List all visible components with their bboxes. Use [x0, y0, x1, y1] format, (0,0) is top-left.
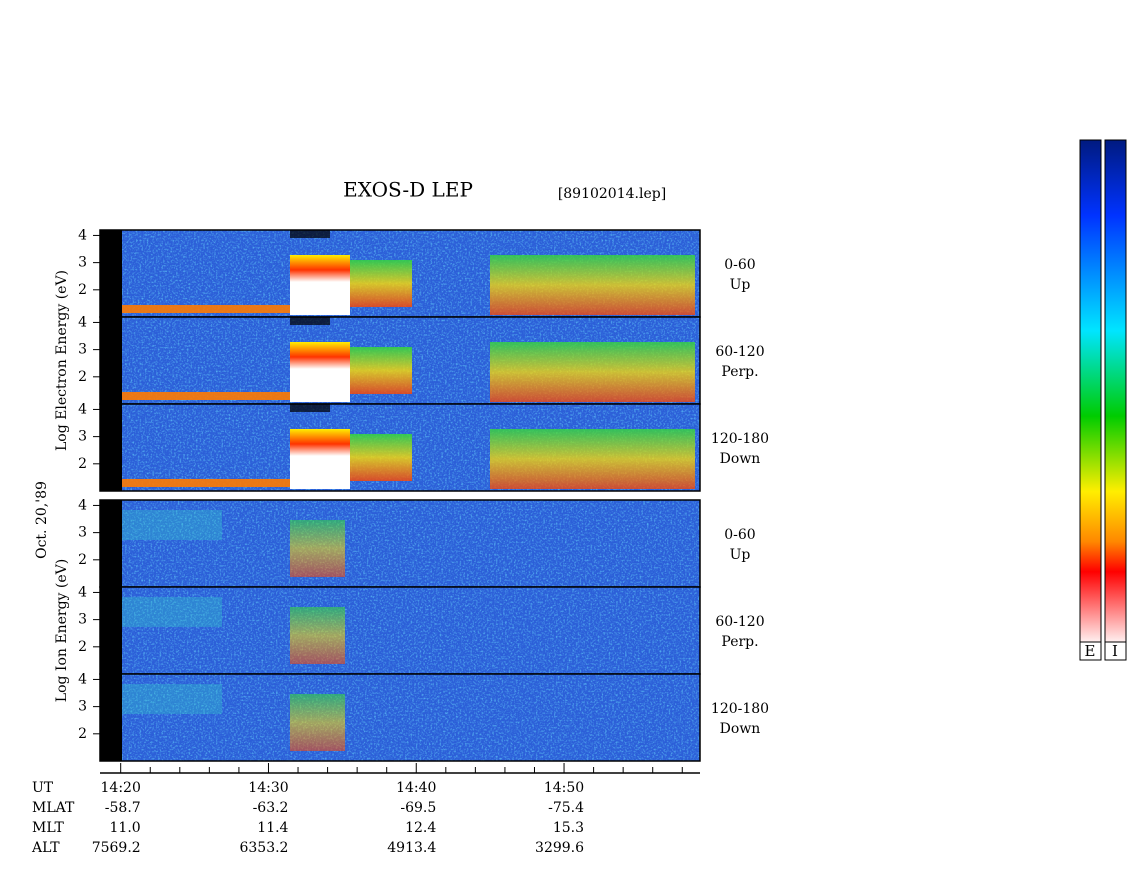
x-tick-label: 14:40: [396, 780, 436, 796]
y-tick-label: 2: [78, 552, 87, 568]
date-label: Oct. 20,'89: [34, 481, 50, 559]
y-tick-label: 4: [78, 497, 87, 513]
colorbar-label: I: [1112, 642, 1118, 660]
heat-region: [290, 230, 330, 238]
y-axis-label: Log Ion Energy (eV): [54, 559, 70, 702]
panel-texture: [100, 587, 700, 674]
colorbar: [1104, 139, 1127, 643]
data-gap: [100, 317, 122, 404]
y-tick-label: 2: [78, 726, 87, 742]
direction-label: Up: [730, 547, 751, 563]
heat-region: [122, 510, 222, 540]
heat-region: [290, 429, 350, 489]
heat-region: [350, 347, 412, 394]
heat-region: [122, 392, 290, 400]
y-tick-label: 2: [78, 369, 87, 385]
x-tick-label: 14:20: [101, 780, 141, 796]
colorbar: [1079, 139, 1102, 643]
x-tick-label: 14:30: [248, 780, 288, 796]
y-tick-label: 2: [78, 282, 87, 298]
ephemeris-value: 12.4: [405, 820, 436, 836]
heat-region: [122, 305, 290, 313]
ephemeris-value: 4913.4: [387, 840, 436, 856]
direction-label: Perp.: [721, 634, 758, 650]
heat-region: [490, 429, 695, 489]
y-tick-label: 4: [78, 584, 87, 600]
data-gap: [100, 500, 122, 587]
ephemeris-value: -58.7: [105, 800, 141, 816]
heat-region: [290, 404, 330, 412]
ephemeris-name: UT: [32, 780, 54, 796]
file-name: [89102014.lep]: [558, 186, 666, 202]
y-tick-label: 2: [78, 639, 87, 655]
panel-texture: [100, 674, 700, 761]
heat-region: [490, 342, 695, 402]
ephemeris-value: -69.5: [400, 800, 436, 816]
y-tick-label: 4: [78, 314, 87, 330]
data-gap: [100, 674, 122, 761]
ephemeris-value: 7569.2: [92, 840, 141, 856]
x-tick-label: 14:50: [544, 780, 584, 796]
chart-title: EXOS-D LEP: [343, 178, 473, 202]
direction-label: Down: [720, 451, 761, 467]
ephemeris-name: MLT: [32, 820, 64, 836]
ephemeris-value: 3299.6: [535, 840, 584, 856]
ephemeris-value: -63.2: [253, 800, 289, 816]
ephemeris-value: 15.3: [553, 820, 584, 836]
y-tick-label: 2: [78, 456, 87, 472]
colorbar-label: E: [1085, 642, 1096, 660]
data-gap: [100, 404, 122, 491]
heat-region: [290, 520, 345, 577]
angle-label: 120-180: [711, 431, 769, 447]
panel-frame: [99, 673, 701, 762]
ephemeris-value: -75.4: [548, 800, 584, 816]
direction-label: Down: [720, 721, 761, 737]
heat-region: [290, 694, 345, 751]
y-tick-label: 3: [78, 699, 87, 715]
y-tick-label: 3: [78, 612, 87, 628]
heat-region: [290, 255, 350, 315]
ephemeris-name: ALT: [31, 840, 60, 856]
angle-label: 120-180: [711, 701, 769, 717]
ephemeris-name: MLAT: [32, 800, 75, 816]
angle-label: 0-60: [724, 527, 755, 543]
y-tick-label: 4: [78, 227, 87, 243]
angle-label: 60-120: [715, 614, 764, 630]
heat-region: [122, 597, 222, 627]
direction-label: Up: [730, 277, 751, 293]
y-tick-label: 3: [78, 525, 87, 541]
y-tick-label: 4: [78, 401, 87, 417]
data-gap: [100, 230, 122, 317]
colorbar-label-box: [1079, 641, 1102, 661]
direction-label: Perp.: [721, 364, 758, 380]
heat-region: [350, 434, 412, 481]
y-tick-label: 3: [78, 342, 87, 358]
heat-region: [122, 479, 290, 487]
y-tick-label: 3: [78, 255, 87, 271]
panel-frame: [99, 403, 701, 492]
angle-label: 60-120: [715, 344, 764, 360]
ephemeris-value: 11.4: [257, 820, 288, 836]
y-axis-label: Log Electron Energy (eV): [54, 270, 70, 451]
y-tick-label: 4: [78, 671, 87, 687]
ephemeris-value: 11.0: [110, 820, 141, 836]
data-gap: [100, 587, 122, 674]
ephemeris-value: 6353.2: [239, 840, 288, 856]
panel-texture: [100, 500, 700, 587]
heat-region: [290, 607, 345, 664]
y-tick-label: 3: [78, 429, 87, 445]
heat-region: [350, 260, 412, 307]
heat-region: [290, 317, 330, 325]
heat-region: [290, 342, 350, 402]
heat-region: [490, 255, 695, 315]
heat-region: [122, 684, 222, 714]
angle-label: 0-60: [724, 257, 755, 273]
colorbar-label-box: [1104, 641, 1127, 661]
